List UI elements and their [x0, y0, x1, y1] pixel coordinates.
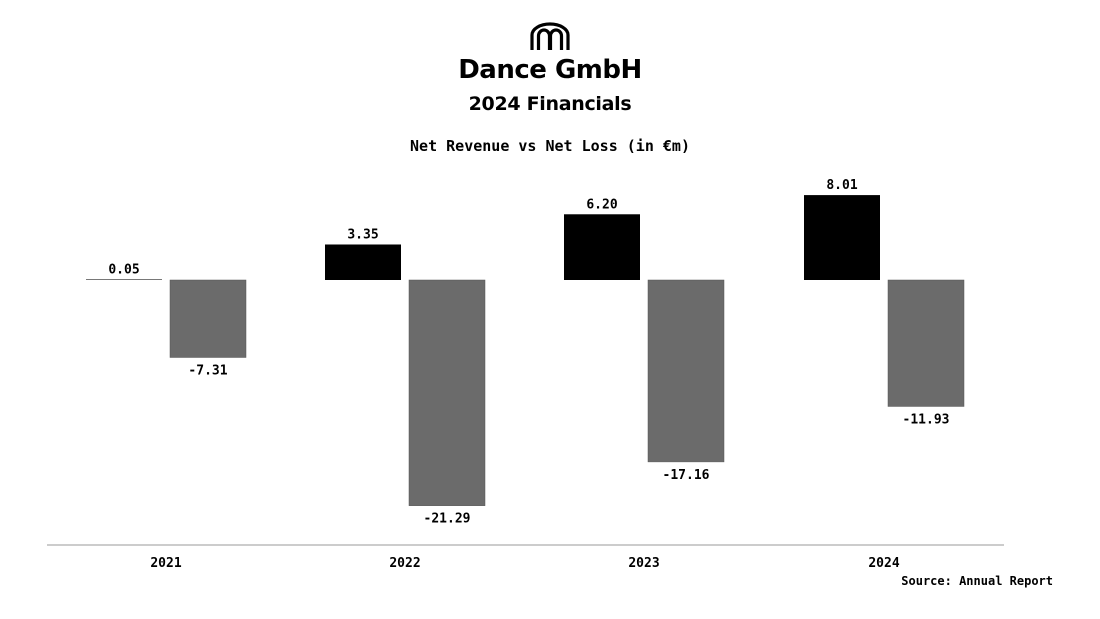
data-label-2024-series-1: 8.01 — [826, 178, 857, 193]
report-subtitle: 2024 Financials — [468, 93, 632, 115]
x-tick-label-2024: 2024 — [868, 556, 899, 571]
bar-2024-series-2 — [887, 279, 965, 407]
data-label-2024-series-2: -11.93 — [903, 412, 950, 427]
bar-2023-series-2 — [647, 279, 725, 463]
company-name: Dance GmbH — [458, 55, 642, 85]
data-label-2022-series-1: 3.35 — [347, 227, 378, 242]
x-tick-label-2021: 2021 — [150, 556, 181, 571]
data-label-2023-series-2: -17.16 — [663, 468, 710, 483]
data-label-2022-series-2: -21.29 — [424, 512, 471, 527]
bar-2022-series-1 — [325, 244, 401, 280]
data-label-2023-series-1: 6.20 — [586, 197, 617, 212]
bar-2024-series-1 — [804, 195, 880, 280]
x-tick-label-2023: 2023 — [628, 556, 659, 571]
bar-2021-series-1 — [86, 279, 162, 280]
bar-2022-series-2 — [408, 279, 486, 506]
x-tick-label-2022: 2022 — [389, 556, 420, 571]
bar-2021-series-2 — [169, 279, 247, 358]
arches-logo-icon — [530, 22, 570, 50]
chart-title: Net Revenue vs Net Loss (in €m) — [410, 137, 690, 155]
data-label-2021-series-1: 0.05 — [108, 262, 139, 277]
data-label-2021-series-2: -7.31 — [188, 363, 227, 378]
bar-2023-series-1 — [564, 214, 640, 280]
source-note: Source: Annual Report — [901, 574, 1053, 588]
